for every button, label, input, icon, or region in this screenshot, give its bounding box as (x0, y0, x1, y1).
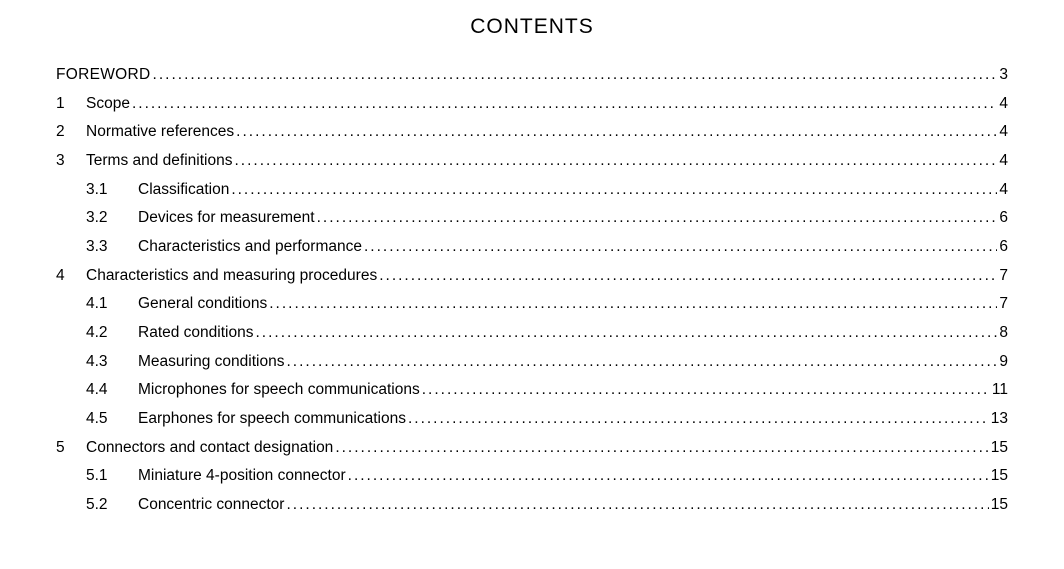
toc-entry-number: 5.1 (86, 462, 138, 491)
toc-entry: 5.1Miniature 4-position connector 15 (56, 462, 1008, 491)
toc-leader-dots (406, 405, 989, 434)
toc-entry-number: 4.4 (86, 376, 138, 405)
toc-entry-label: Characteristics and performance (138, 233, 362, 262)
toc-leader-dots (234, 118, 997, 147)
toc-entry-number: 4.1 (86, 290, 138, 319)
toc-entry-label: Microphones for speech communications (138, 376, 420, 405)
toc-entry-label: Miniature 4-position connector (138, 462, 346, 491)
toc-entry: 2Normative references 4 (56, 118, 1008, 147)
toc-entry-page: 4 (997, 176, 1008, 205)
toc-entry-number: 3.2 (86, 204, 138, 233)
toc-entry-label: General conditions (138, 290, 267, 319)
toc-entry-label: Normative references (86, 118, 234, 147)
toc-entry-number: 5 (56, 434, 86, 463)
toc-entry-number: 1 (56, 90, 86, 119)
toc-leader-dots (267, 290, 997, 319)
toc-leader-dots (284, 491, 988, 520)
toc-entry-label: Rated conditions (138, 319, 253, 348)
toc-leader-dots (151, 61, 998, 90)
toc-entry-number: 4.3 (86, 348, 138, 377)
toc-leader-dots (130, 90, 997, 119)
toc-leader-dots (420, 376, 990, 405)
toc-entry: 3Terms and definitions 4 (56, 147, 1008, 176)
toc-entry: FOREWORD 3 (56, 61, 1008, 90)
toc-entry-number: 4.2 (86, 319, 138, 348)
toc-leader-dots (284, 348, 997, 377)
page-title: CONTENTS (56, 0, 1008, 61)
toc-entry: 4Characteristics and measuring procedure… (56, 262, 1008, 291)
toc-entry-page: 7 (997, 290, 1008, 319)
toc-entry-label: Measuring conditions (138, 348, 284, 377)
toc-entry-label: Classification (138, 176, 229, 205)
toc-entry-label: Earphones for speech communications (138, 405, 406, 434)
contents-page: CONTENTS FOREWORD31Scope42Normative refe… (0, 0, 1064, 569)
toc-entry-label: Connectors and contact designation (86, 434, 333, 463)
toc-entry: 5Connectors and contact designation 15 (56, 434, 1008, 463)
toc-leader-dots (362, 233, 997, 262)
toc-entry-page: 9 (997, 348, 1008, 377)
toc-entry-label: Terms and definitions (86, 147, 232, 176)
toc-entry-number: 3.1 (86, 176, 138, 205)
toc-entry-page: 6 (997, 204, 1008, 233)
toc-entry-page: 15 (989, 434, 1008, 463)
toc-entry-number: 4.5 (86, 405, 138, 434)
toc-entry-page: 15 (989, 491, 1008, 520)
toc-leader-dots (232, 147, 997, 176)
toc-entry-label: Characteristics and measuring procedures (86, 262, 377, 291)
toc-entry-number: 4 (56, 262, 86, 291)
toc-entry: 4.4Microphones for speech communications… (56, 376, 1008, 405)
toc-entry-page: 6 (997, 233, 1008, 262)
toc-entry-label: Scope (86, 90, 130, 119)
toc-entry-page: 3 (997, 61, 1008, 90)
table-of-contents: FOREWORD31Scope42Normative references43T… (56, 61, 1008, 520)
toc-entry: 4.3Measuring conditions 9 (56, 348, 1008, 377)
toc-entry-page: 4 (997, 90, 1008, 119)
toc-entry-label: Devices for measurement (138, 204, 315, 233)
toc-entry: 4.1General conditions 7 (56, 290, 1008, 319)
toc-leader-dots (346, 462, 989, 491)
toc-entry-page: 13 (989, 405, 1008, 434)
toc-entry: 3.1Classification 4 (56, 176, 1008, 205)
toc-entry-page: 7 (997, 262, 1008, 291)
toc-entry: 3.3Characteristics and performance 6 (56, 233, 1008, 262)
toc-leader-dots (377, 262, 997, 291)
toc-entry: 3.2Devices for measurement 6 (56, 204, 1008, 233)
toc-leader-dots (315, 204, 998, 233)
toc-entry-number: 5.2 (86, 491, 138, 520)
toc-entry-page: 4 (997, 118, 1008, 147)
toc-entry-page: 8 (997, 319, 1008, 348)
toc-entry: 1Scope 4 (56, 90, 1008, 119)
toc-entry-page: 15 (989, 462, 1008, 491)
toc-entry: 5.2Concentric connector 15 (56, 491, 1008, 520)
toc-entry-number: 2 (56, 118, 86, 147)
toc-leader-dots (333, 434, 988, 463)
toc-entry: 4.5Earphones for speech communications 13 (56, 405, 1008, 434)
toc-entry-label: FOREWORD (56, 61, 151, 90)
toc-entry-number: 3.3 (86, 233, 138, 262)
toc-entry-label: Concentric connector (138, 491, 284, 520)
toc-entry: 4.2Rated conditions 8 (56, 319, 1008, 348)
toc-entry-page: 11 (990, 376, 1008, 405)
toc-leader-dots (229, 176, 997, 205)
toc-entry-page: 4 (997, 147, 1008, 176)
toc-entry-number: 3 (56, 147, 86, 176)
toc-leader-dots (253, 319, 997, 348)
